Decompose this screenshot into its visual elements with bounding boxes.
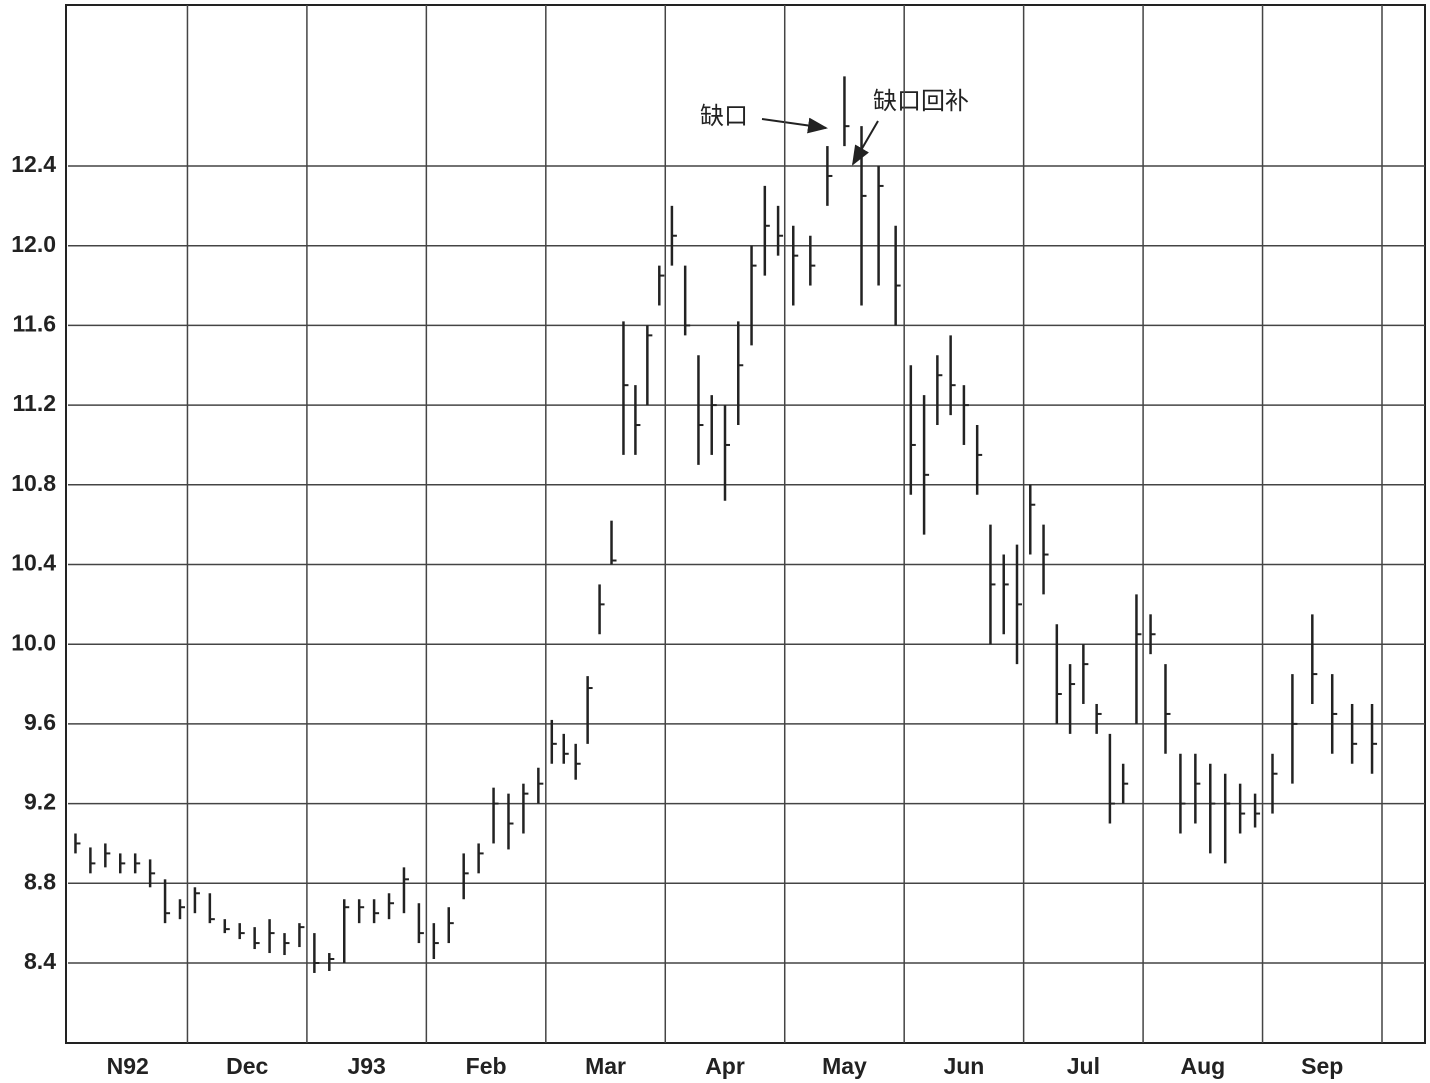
y-tick-label: 10.0 bbox=[11, 629, 56, 655]
annotation-arrow bbox=[851, 120, 879, 166]
annotation: 缺口回补 bbox=[873, 87, 969, 115]
y-tick-label: 11.6 bbox=[13, 310, 57, 336]
y-tick-label: 9.2 bbox=[24, 789, 56, 815]
x-tick-label: Sep bbox=[1301, 1053, 1343, 1079]
x-tick-label: Feb bbox=[466, 1053, 507, 1079]
x-tick-label: Dec bbox=[226, 1053, 268, 1079]
y-tick-label: 10.8 bbox=[11, 470, 56, 496]
x-tick-label: May bbox=[822, 1053, 867, 1079]
y-tick-label: 9.6 bbox=[24, 709, 56, 735]
y-tick-label: 8.8 bbox=[24, 868, 56, 894]
plot-frame bbox=[65, 4, 1426, 1044]
y-tick-label: 12.0 bbox=[11, 231, 56, 257]
x-tick-label: Jun bbox=[943, 1053, 984, 1079]
y-tick-label: 12.4 bbox=[11, 151, 56, 177]
x-tick-label: Jul bbox=[1067, 1053, 1100, 1079]
annotation: 缺口 bbox=[700, 102, 748, 130]
x-tick-label: Mar bbox=[585, 1053, 626, 1079]
x-tick-label: J93 bbox=[347, 1053, 385, 1079]
y-tick-label: 10.4 bbox=[11, 550, 56, 576]
annotation-arrow bbox=[761, 117, 828, 134]
y-tick-label: 11.2 bbox=[13, 390, 57, 416]
x-tick-label: Apr bbox=[705, 1053, 745, 1079]
x-tick-label: N92 bbox=[107, 1053, 149, 1079]
x-tick-label: Aug bbox=[1180, 1053, 1225, 1079]
y-tick-label: 8.4 bbox=[24, 948, 56, 974]
